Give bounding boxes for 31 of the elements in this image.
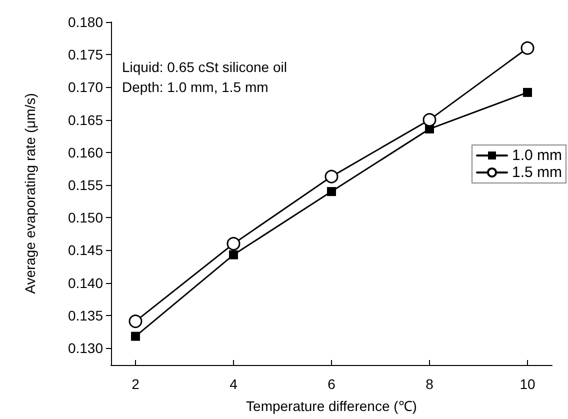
x-tick-label: 2 (132, 376, 140, 392)
y-tick-label: 0.165 (68, 112, 104, 128)
annotation: Depth: 1.0 mm, 1.5 mm (122, 79, 268, 95)
point (226, 236, 240, 250)
y-tick-label: 0.180 (68, 14, 104, 30)
legend-label: 1.5 mm (512, 164, 562, 181)
legend-label: 1.0 mm (512, 147, 562, 164)
point (523, 88, 532, 97)
x-tick-label: 6 (328, 376, 336, 392)
y-axis-title: Average evaporating rate (μm/s) (22, 93, 38, 294)
x-axis-title: Temperature difference (℃) (246, 398, 417, 414)
point (131, 332, 140, 341)
y-tick-label: 0.155 (68, 177, 104, 194)
x-tick-label: 10 (520, 376, 536, 392)
y-tick-label: 0.150 (68, 210, 104, 226)
y-tick-label: 0.175 (68, 46, 104, 63)
y-tick-label: 0.135 (68, 307, 104, 324)
y-tick-label: 0.130 (68, 340, 104, 356)
x-tick-label: 8 (426, 376, 434, 392)
point (128, 314, 142, 328)
y-tick-label: 0.170 (68, 79, 104, 96)
point (229, 250, 238, 260)
point (520, 41, 534, 55)
point (327, 187, 336, 196)
y-tick-label: 0.145 (68, 242, 104, 258)
annotation: Liquid: 0.65 cSt silicone oil (122, 59, 287, 75)
point (422, 113, 436, 127)
y-tick-label: 0.160 (68, 144, 104, 160)
x-tick-label: 4 (230, 376, 238, 392)
point (324, 170, 338, 184)
y-tick-label: 0.140 (68, 274, 104, 291)
